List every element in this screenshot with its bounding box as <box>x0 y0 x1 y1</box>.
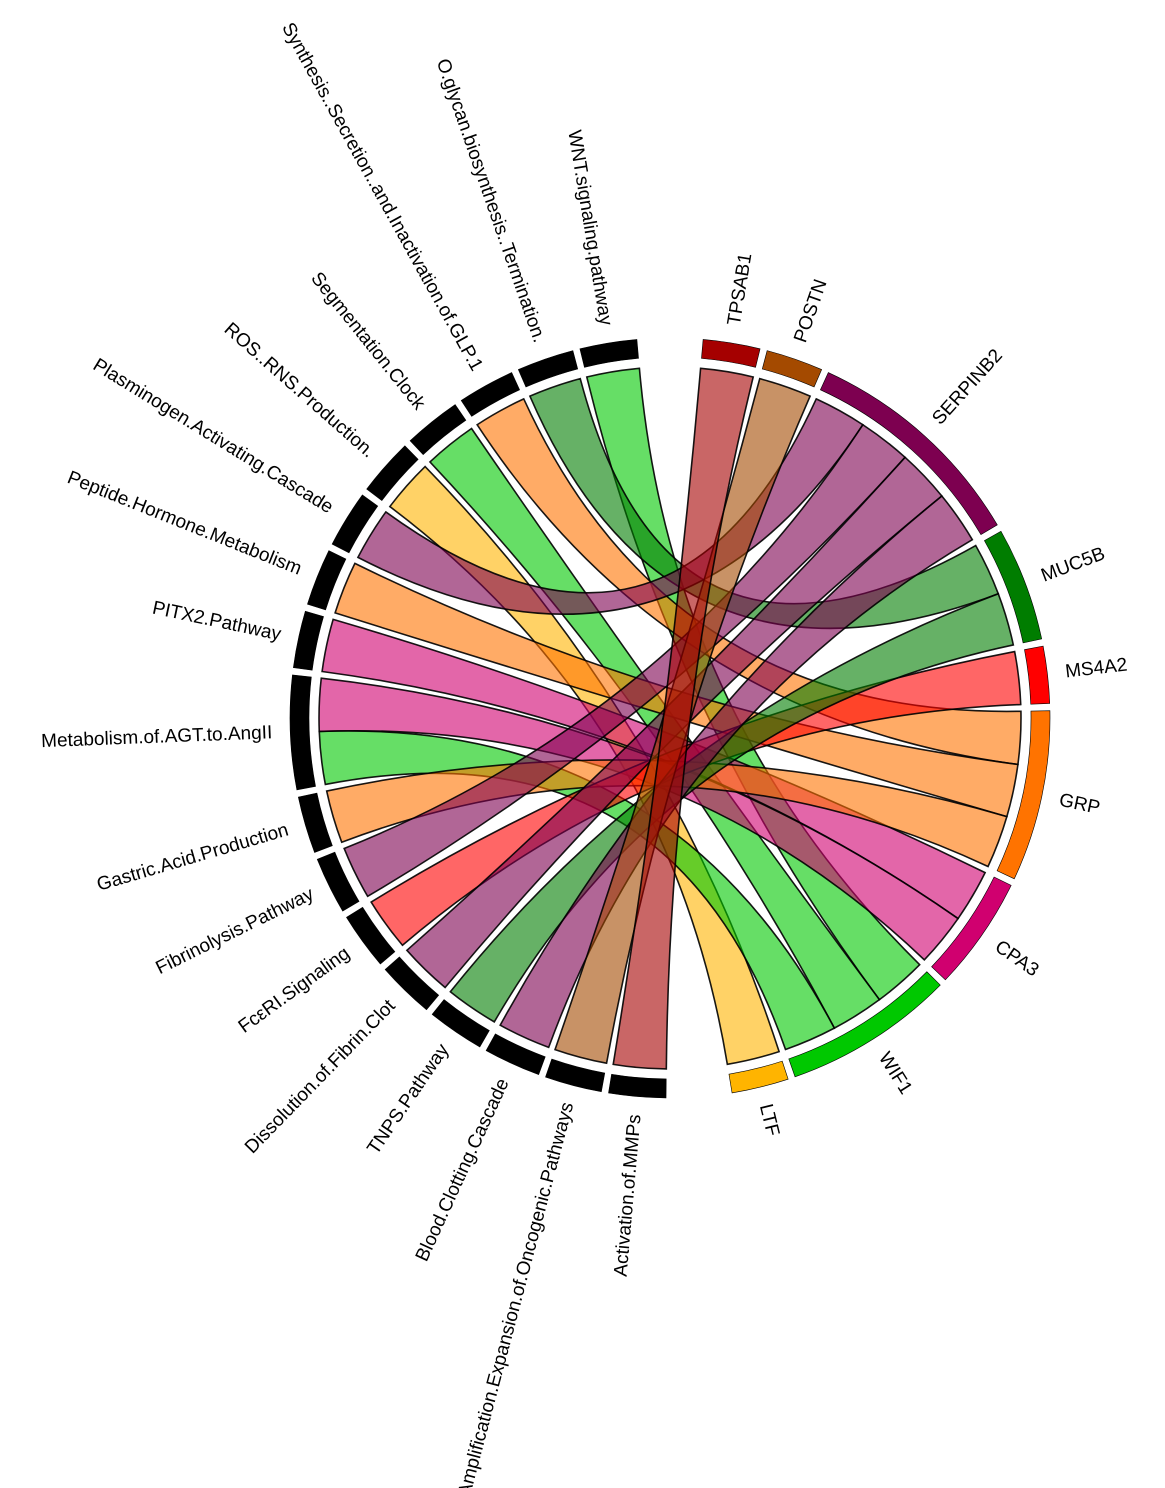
sector-activation-of-mmps <box>608 1073 667 1099</box>
chord-sectors <box>289 339 1051 1099</box>
label-postn: POSTN <box>790 277 831 346</box>
ribbon-wnt-signaling-pathway-to-wif1 <box>585 367 921 1001</box>
sector-blood-clotting-cascade <box>485 1033 546 1075</box>
sector-synthesis-secretion-and-inactivation-of-glp-1 <box>460 372 520 417</box>
label-metabolism-of-agt-to-angii: Metabolism.of.AGT.to.AngII <box>41 722 273 752</box>
ribbon-ros-rns-production-to-ltf <box>388 465 781 1066</box>
sector-postn <box>761 350 823 388</box>
label-ms4a2: MS4A2 <box>1064 655 1128 683</box>
label-serpinb2: SERPINB2 <box>928 345 1007 429</box>
label-fc-ri-signaling: FcεRI.Signaling <box>235 943 354 1038</box>
sector-peptide-hormone-metabolism <box>307 550 347 611</box>
label-fibrinolysis-pathway: Fibrinolysis.Pathway <box>153 884 318 979</box>
sector-tpsab1 <box>701 339 761 368</box>
chord-ribbons <box>318 367 1022 1070</box>
ribbon-fibrinolysis-pathway-to-serpinb2 <box>343 423 907 898</box>
sector-dissolution-of-fibrin-clot <box>384 956 440 1011</box>
sector-ms4a2 <box>1024 645 1051 705</box>
sector-o-glycan-biosynthesis-termination <box>517 350 579 388</box>
sector-grp <box>996 710 1051 880</box>
label-peptide-hormone-metabolism: Peptide.Hormone.Metabolism <box>64 467 304 579</box>
label-segmentation-clock: Segmentation.Clock <box>306 268 429 414</box>
sector-gastric-acid-production <box>297 792 333 853</box>
sector-tnps-pathway <box>431 999 490 1048</box>
label-gastric-acid-production: Gastric.Acid.Production <box>95 820 291 896</box>
ribbon-synthesis-secretion-and-inactivation-of-glp-1-to-grp <box>476 397 1022 766</box>
sector-wnt-signaling-pathway <box>579 339 639 368</box>
sector-fc-ri-signaling <box>346 906 396 965</box>
label-blood-clotting-cascade: Blood.Clotting.Cascade <box>412 1075 514 1264</box>
sector-plasminogen-activating-cascade <box>331 494 379 554</box>
sector-cpa3 <box>931 876 1012 981</box>
label-tnps-pathway: TNPS.Pathway <box>363 1040 453 1159</box>
sector-ros-rns-production <box>366 445 419 501</box>
sector-fibrinolysis-pathway <box>316 851 360 912</box>
ribbon-activation-of-mmps-to-tpsab1 <box>612 367 755 1070</box>
label-grp: GRP <box>1057 790 1102 819</box>
sector-wif1 <box>788 971 941 1078</box>
label-ltf: LTF <box>755 1102 783 1138</box>
sector-segmentation-clock <box>409 404 467 456</box>
ribbon-peptide-hormone-metabolism-to-grp <box>334 562 1019 818</box>
label-cpa3: CPA3 <box>991 936 1043 981</box>
ribbon-fc-ri-signaling-to-ms4a2 <box>370 650 1022 947</box>
label-pitx2-pathway: PITX2.Pathway <box>150 598 283 646</box>
label-wnt-signaling-pathway: WNT.signaling.pathway <box>563 129 616 328</box>
label-activation-of-mmps: Activation.of.MMPs <box>611 1114 646 1278</box>
label-muc5b: MUC5B <box>1038 543 1108 586</box>
sector-amplification-expansion-of-oncogenic-pathways <box>545 1058 606 1093</box>
sector-pitx2-pathway <box>293 610 324 671</box>
sector-ltf <box>728 1060 789 1094</box>
label-wif1: WIF1 <box>874 1049 916 1099</box>
label-tpsab1: TPSAB1 <box>724 252 757 327</box>
sector-serpinb2 <box>820 372 998 536</box>
sector-muc5b <box>984 530 1043 644</box>
sector-metabolism-of-agt-to-angii <box>289 674 316 791</box>
